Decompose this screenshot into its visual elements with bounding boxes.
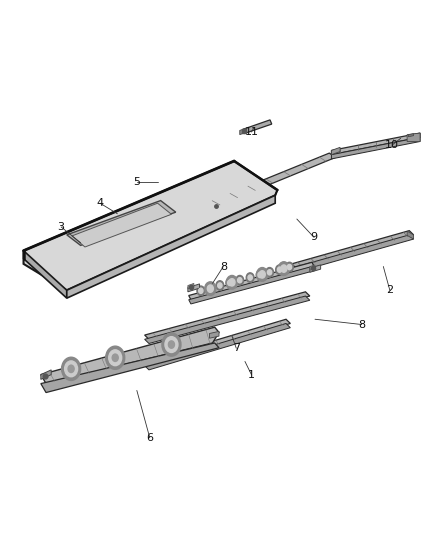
Circle shape bbox=[65, 361, 78, 377]
Polygon shape bbox=[41, 370, 51, 379]
Polygon shape bbox=[292, 231, 413, 268]
Polygon shape bbox=[407, 231, 413, 239]
Circle shape bbox=[205, 282, 216, 295]
Circle shape bbox=[207, 285, 213, 292]
Text: 5: 5 bbox=[133, 177, 140, 187]
Polygon shape bbox=[67, 195, 275, 298]
Polygon shape bbox=[145, 324, 290, 370]
Text: 6: 6 bbox=[146, 433, 153, 443]
Circle shape bbox=[237, 278, 242, 283]
Circle shape bbox=[168, 341, 174, 348]
Text: 2: 2 bbox=[386, 285, 393, 295]
Circle shape bbox=[248, 275, 252, 280]
Polygon shape bbox=[188, 284, 200, 292]
Circle shape bbox=[268, 270, 272, 275]
Text: 1: 1 bbox=[248, 369, 255, 379]
Text: 4: 4 bbox=[96, 198, 104, 208]
Polygon shape bbox=[67, 200, 176, 245]
Text: 10: 10 bbox=[385, 140, 399, 150]
Circle shape bbox=[106, 346, 125, 369]
Polygon shape bbox=[189, 266, 314, 304]
Circle shape bbox=[165, 337, 178, 352]
Polygon shape bbox=[209, 332, 219, 338]
Circle shape bbox=[266, 268, 273, 277]
Polygon shape bbox=[310, 265, 315, 270]
Polygon shape bbox=[332, 133, 420, 155]
Circle shape bbox=[199, 288, 203, 293]
Polygon shape bbox=[310, 265, 321, 272]
Text: 9: 9 bbox=[311, 232, 318, 243]
Circle shape bbox=[228, 280, 232, 286]
Circle shape bbox=[162, 333, 181, 356]
Circle shape bbox=[218, 283, 222, 288]
Text: 8: 8 bbox=[220, 262, 227, 271]
Circle shape bbox=[278, 262, 290, 276]
Circle shape bbox=[226, 276, 237, 289]
Text: 7: 7 bbox=[233, 343, 240, 353]
Polygon shape bbox=[408, 134, 413, 137]
Polygon shape bbox=[41, 343, 219, 393]
Circle shape bbox=[257, 268, 268, 281]
Polygon shape bbox=[332, 147, 340, 155]
Circle shape bbox=[112, 354, 118, 361]
Polygon shape bbox=[145, 292, 310, 340]
Text: 8: 8 bbox=[358, 319, 365, 329]
Text: 11: 11 bbox=[244, 127, 258, 137]
Text: 3: 3 bbox=[58, 222, 65, 232]
Circle shape bbox=[197, 286, 205, 295]
Circle shape bbox=[236, 276, 244, 285]
Polygon shape bbox=[292, 235, 413, 272]
Circle shape bbox=[259, 271, 265, 278]
Polygon shape bbox=[145, 319, 290, 366]
Polygon shape bbox=[407, 133, 420, 141]
Circle shape bbox=[226, 278, 234, 288]
Circle shape bbox=[276, 265, 283, 274]
Polygon shape bbox=[332, 138, 420, 159]
Circle shape bbox=[277, 267, 282, 272]
Polygon shape bbox=[206, 153, 336, 207]
Circle shape bbox=[206, 284, 214, 293]
Circle shape bbox=[68, 365, 74, 373]
Circle shape bbox=[281, 265, 287, 272]
Circle shape bbox=[62, 357, 81, 381]
Circle shape bbox=[246, 273, 254, 282]
Polygon shape bbox=[243, 120, 272, 134]
Polygon shape bbox=[145, 296, 310, 343]
Circle shape bbox=[208, 286, 212, 291]
Circle shape bbox=[109, 350, 122, 366]
Circle shape bbox=[256, 270, 264, 280]
Polygon shape bbox=[72, 203, 171, 247]
Polygon shape bbox=[41, 327, 219, 384]
Polygon shape bbox=[24, 251, 67, 298]
Polygon shape bbox=[189, 262, 314, 300]
Circle shape bbox=[216, 281, 224, 290]
Polygon shape bbox=[206, 203, 214, 211]
Circle shape bbox=[286, 262, 293, 272]
Polygon shape bbox=[24, 161, 277, 290]
Circle shape bbox=[229, 279, 235, 286]
Polygon shape bbox=[188, 284, 194, 289]
Polygon shape bbox=[240, 128, 246, 135]
Circle shape bbox=[287, 264, 292, 270]
Circle shape bbox=[258, 272, 262, 278]
